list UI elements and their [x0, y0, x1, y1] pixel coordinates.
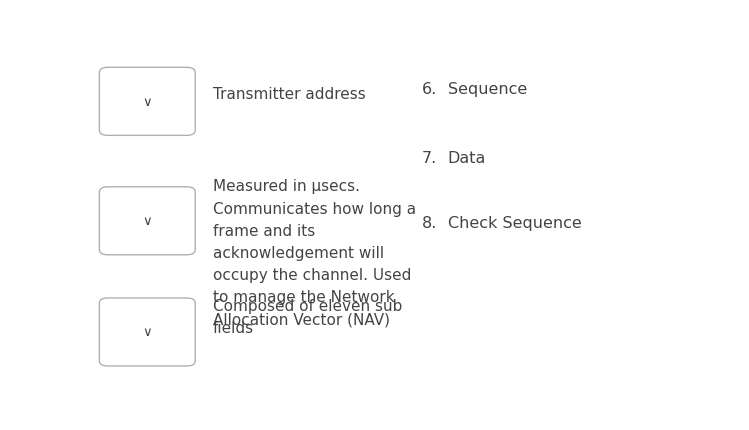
Text: Data: Data — [448, 151, 486, 166]
Text: 8.: 8. — [422, 215, 437, 230]
Text: ∨: ∨ — [142, 95, 152, 109]
Text: Check Sequence: Check Sequence — [448, 215, 581, 230]
Text: ∨: ∨ — [142, 215, 152, 228]
FancyBboxPatch shape — [100, 68, 195, 136]
Text: Sequence: Sequence — [448, 81, 527, 96]
Text: Measured in μsecs.
Communicates how long a
frame and its
acknowledgement will
oc: Measured in μsecs. Communicates how long… — [213, 179, 416, 327]
Text: 6.: 6. — [422, 81, 437, 96]
Text: Composed of eleven sub
fields: Composed of eleven sub fields — [213, 298, 402, 335]
FancyBboxPatch shape — [100, 298, 195, 366]
FancyBboxPatch shape — [100, 187, 195, 255]
Text: ∨: ∨ — [142, 326, 152, 339]
Text: 7.: 7. — [422, 151, 437, 166]
Text: Transmitter address: Transmitter address — [213, 86, 366, 101]
